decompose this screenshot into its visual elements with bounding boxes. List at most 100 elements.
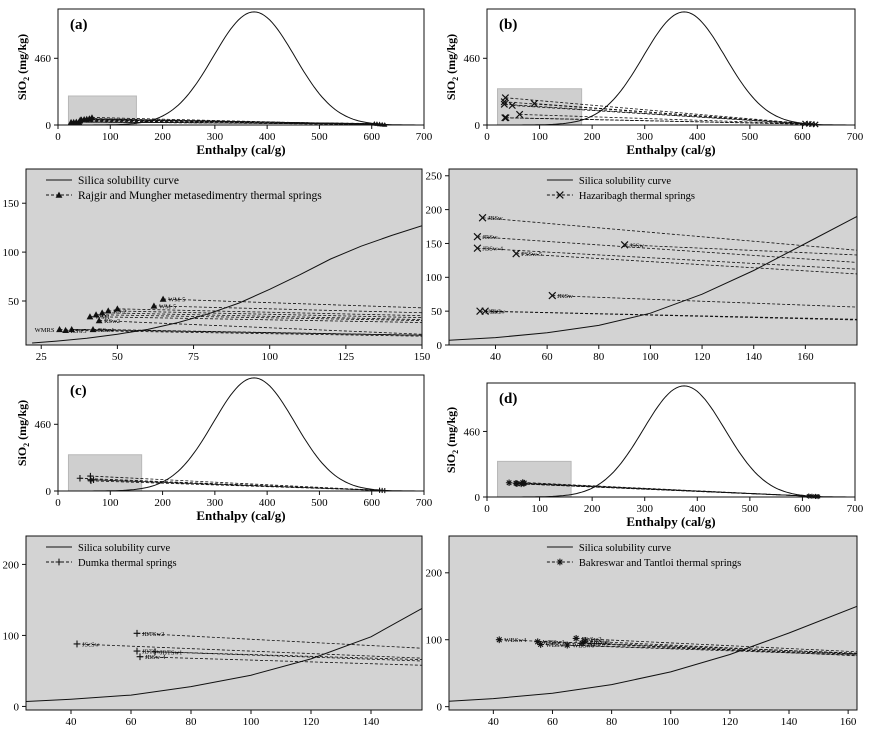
x-tick-label: 300 [207, 497, 224, 509]
x-tick-label: 700 [847, 131, 864, 143]
y-tick-label: 150 [3, 198, 20, 210]
panel-label: (d) [499, 391, 517, 407]
mixing-line [522, 482, 809, 497]
y-axis-label: SiO2 (mg/kg) [444, 407, 460, 473]
legend: Silica solubility curve Rajgir and Munghe… [46, 175, 322, 202]
plot-frame [448, 535, 858, 711]
y-tick-label: 0 [475, 492, 481, 504]
point-label: JRSw [482, 234, 497, 241]
data-point [382, 122, 388, 127]
mixing-line [136, 650, 422, 662]
point-label: RSw2 [104, 318, 120, 325]
mixing-line [96, 314, 422, 321]
x-tick-label: 40 [490, 351, 502, 363]
y-tick-label: 100 [3, 247, 20, 259]
data-point [513, 480, 521, 487]
mixing-line [163, 298, 422, 309]
data-point [537, 641, 545, 648]
point-label: JTaSw2 [581, 636, 602, 643]
x-tick-label: 500 [311, 131, 328, 143]
y-tick-label: 460 [35, 419, 52, 431]
y-tick-label: 50 [431, 306, 443, 318]
x-tick-label: 600 [363, 131, 380, 143]
point-label: RSw5 [71, 328, 87, 335]
data-point [500, 98, 508, 106]
data-point [113, 305, 121, 312]
x-tick-label: 600 [363, 497, 380, 509]
x-tick-label: 120 [694, 351, 711, 363]
panel-c: 0 100 200 300 400 500 600 700 0 460 (c) Enthalpy (c… [15, 374, 433, 523]
x-tick-label: 120 [722, 716, 739, 728]
mixing-line [154, 651, 422, 660]
solubility-curve [26, 607, 422, 702]
mixing-line [79, 120, 385, 126]
data-point [89, 325, 97, 333]
mixing-line [108, 310, 422, 319]
x-tick-label: 40 [66, 716, 78, 728]
mixing-line [582, 642, 857, 657]
x-tick-label: 100 [662, 716, 679, 728]
y-tick-label: 200 [426, 204, 443, 216]
x-tick-label: 600 [794, 503, 811, 515]
x-tick-label: 140 [781, 716, 798, 728]
data-point [136, 653, 144, 661]
mixing-line [76, 643, 422, 659]
y-tick-label: 100 [426, 635, 443, 647]
data-point [502, 114, 510, 122]
plot-frame [25, 168, 423, 346]
panel-d: 0 100 200 300 400 500 600 700 0 460 (d) Enthalpy (c… [444, 382, 864, 529]
point-label: JBSw-4 [145, 654, 166, 661]
x-tick-label: 80 [606, 716, 618, 728]
mixing-line [99, 320, 422, 335]
x-tick-label: 140 [363, 716, 380, 728]
x-tick-label: 60 [542, 351, 554, 363]
data-point [133, 629, 141, 637]
point-label: JBTSw1 [160, 649, 182, 656]
panel-a: 0 100 200 300 400 500 600 700 0 460 (a) Enthalpy (c… [15, 8, 433, 157]
x-tick-label: 100 [531, 131, 548, 143]
x-tick-label: 200 [584, 131, 601, 143]
legend-entry: Dumka thermal springs [78, 558, 177, 569]
x-tick-label: 40 [488, 716, 500, 728]
solubility-curve [449, 605, 857, 702]
data-point [495, 636, 503, 644]
x-tick-label: 120 [303, 716, 320, 728]
data-point [150, 302, 158, 309]
legend-entry: Silica solubility curve [579, 543, 671, 554]
point-label: WM-5 [159, 303, 176, 310]
data-point [505, 479, 513, 486]
point-label: JTaSw1 [590, 639, 611, 646]
solubility-curve [32, 225, 422, 344]
legend-entry: Silica solubility curve [579, 176, 671, 187]
y-tick-label: 0 [475, 120, 481, 132]
point-label: JBTSw2 [142, 631, 164, 638]
x-tick-label: 500 [311, 497, 328, 509]
point-label: WMRS [35, 327, 55, 334]
legend-entry: Silica solubility curve [78, 543, 170, 554]
data-point [515, 110, 524, 119]
x-tick-label: 160 [840, 716, 857, 728]
legend-entry: Hazaribagh thermal springs [579, 191, 695, 202]
mixing-line [523, 483, 812, 497]
x-tick-label: 300 [207, 131, 224, 143]
solubility-curve [449, 215, 857, 341]
data-point [55, 191, 63, 198]
mixing-line [59, 328, 422, 336]
y-axis-label: SiO2 (mg/kg) [444, 34, 460, 100]
data-point [68, 325, 76, 333]
data-point [77, 116, 85, 123]
data-point [56, 325, 63, 333]
data-point [572, 634, 580, 642]
mixing-line [139, 656, 422, 666]
data-point [809, 493, 815, 499]
point-label: JBSw [488, 215, 503, 222]
x-tick-label: 300 [636, 131, 653, 143]
mixing-line [534, 103, 806, 124]
y-axis-label: SiO2 (mg/kg) [15, 34, 31, 100]
point-label: RSw4 [98, 327, 115, 334]
data-point [86, 313, 94, 320]
y-tick-label: 100 [3, 630, 20, 642]
